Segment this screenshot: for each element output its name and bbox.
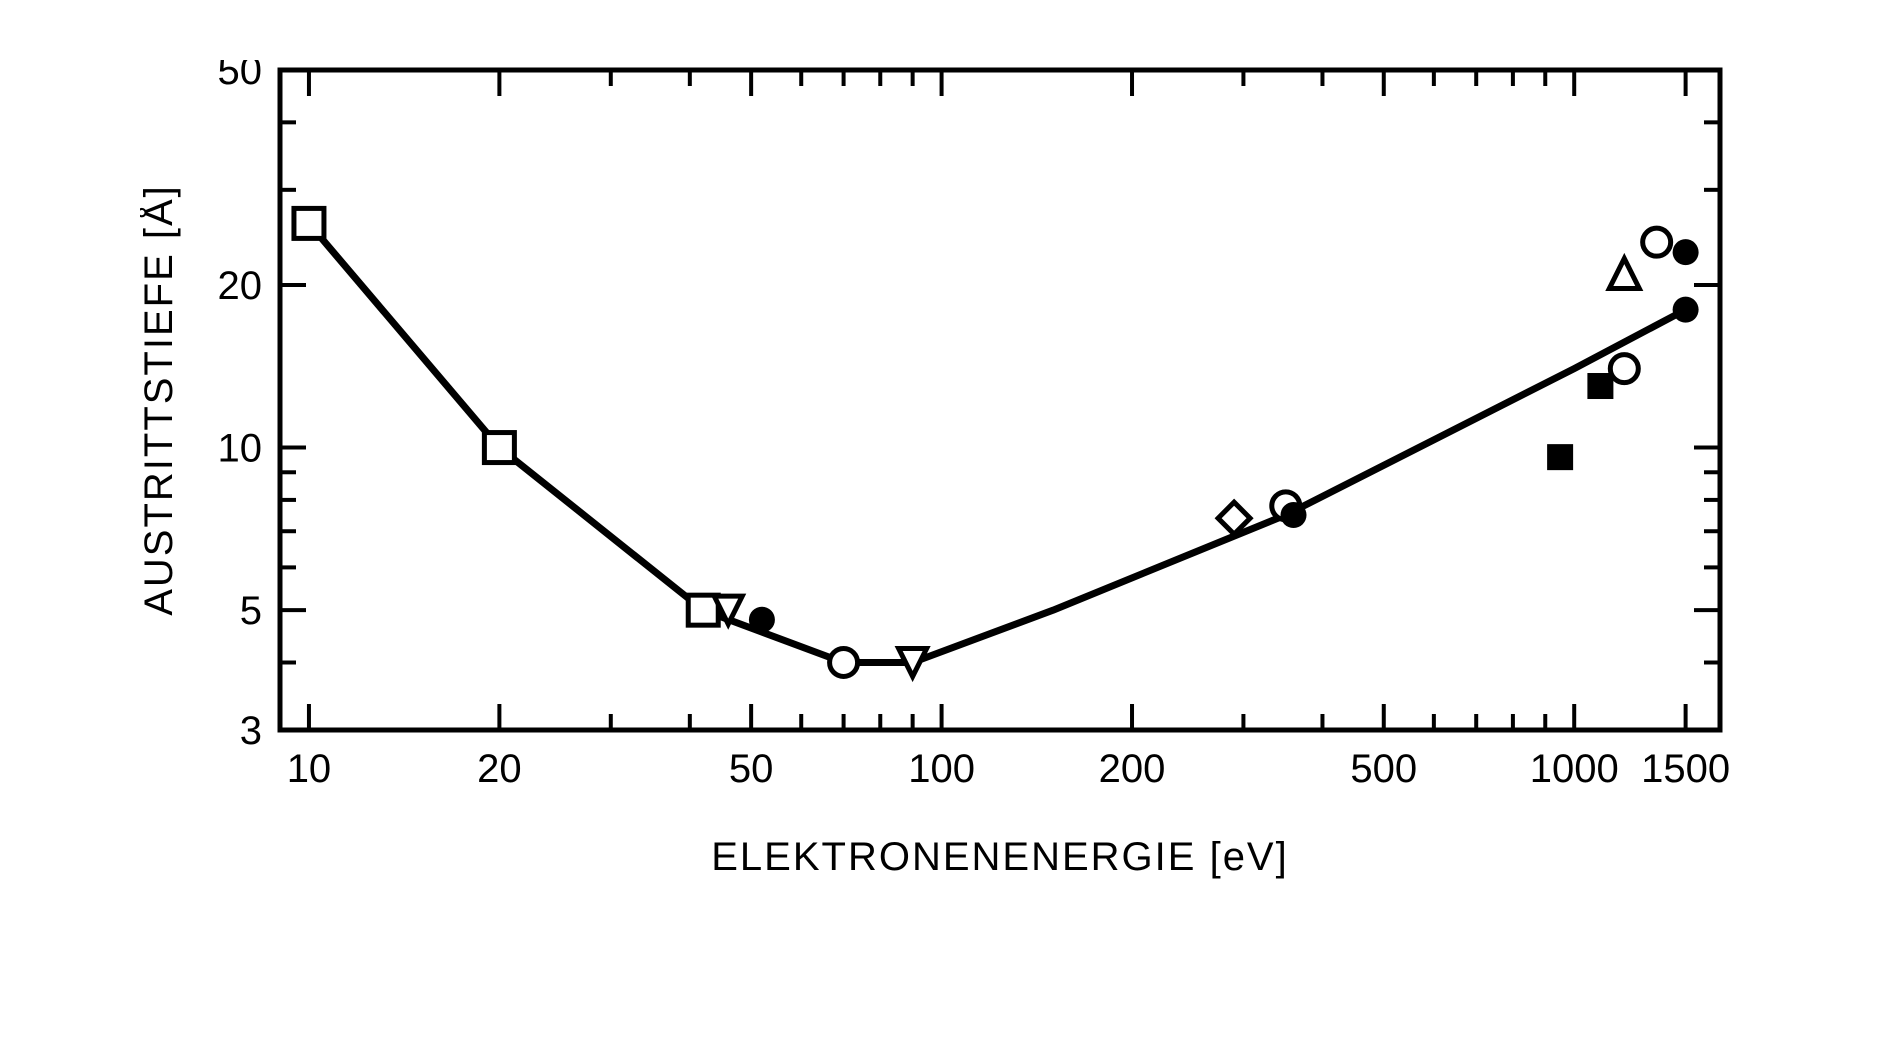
x-tick-label: 200 xyxy=(1099,747,1166,791)
data-marker xyxy=(1547,444,1573,470)
y-axis-label: AUSTRITTSTIEFE [Å] xyxy=(140,184,181,616)
data-marker xyxy=(749,607,775,633)
x-tick-label: 10 xyxy=(287,747,332,791)
data-marker xyxy=(1281,502,1307,528)
escape-depth-chart: 10 20 50 100 200 500 1000 1500 3 5 10 20 50 ELEKTRONE… xyxy=(140,60,1760,980)
data-marker xyxy=(1610,355,1638,383)
data-marker xyxy=(1673,297,1699,323)
chart-container: 10 20 50 100 200 500 1000 1500 3 5 10 20 50 ELEKTRONE… xyxy=(140,60,1760,980)
x-tick-label: 20 xyxy=(477,747,521,791)
x-tick-label: 1500 xyxy=(1641,747,1730,791)
y-tick-label: 3 xyxy=(240,709,262,753)
data-marker xyxy=(294,208,324,238)
y-tick-label: 5 xyxy=(240,589,262,633)
data-marker xyxy=(484,433,514,463)
x-tick-label: 50 xyxy=(729,747,774,791)
data-marker xyxy=(830,649,858,677)
data-marker xyxy=(1587,373,1613,399)
data-marker xyxy=(1609,259,1639,289)
x-tick-label: 1000 xyxy=(1530,747,1619,791)
data-marker xyxy=(1643,228,1671,256)
data-marker xyxy=(1673,239,1699,265)
x-axis-label: ELEKTRONENENERGIE [eV] xyxy=(711,835,1288,879)
y-tick-label: 50 xyxy=(218,60,263,93)
y-tick-label: 20 xyxy=(218,264,263,308)
x-tick-label: 100 xyxy=(908,747,975,791)
y-tick-label: 10 xyxy=(218,427,263,471)
x-tick-label: 500 xyxy=(1350,747,1417,791)
